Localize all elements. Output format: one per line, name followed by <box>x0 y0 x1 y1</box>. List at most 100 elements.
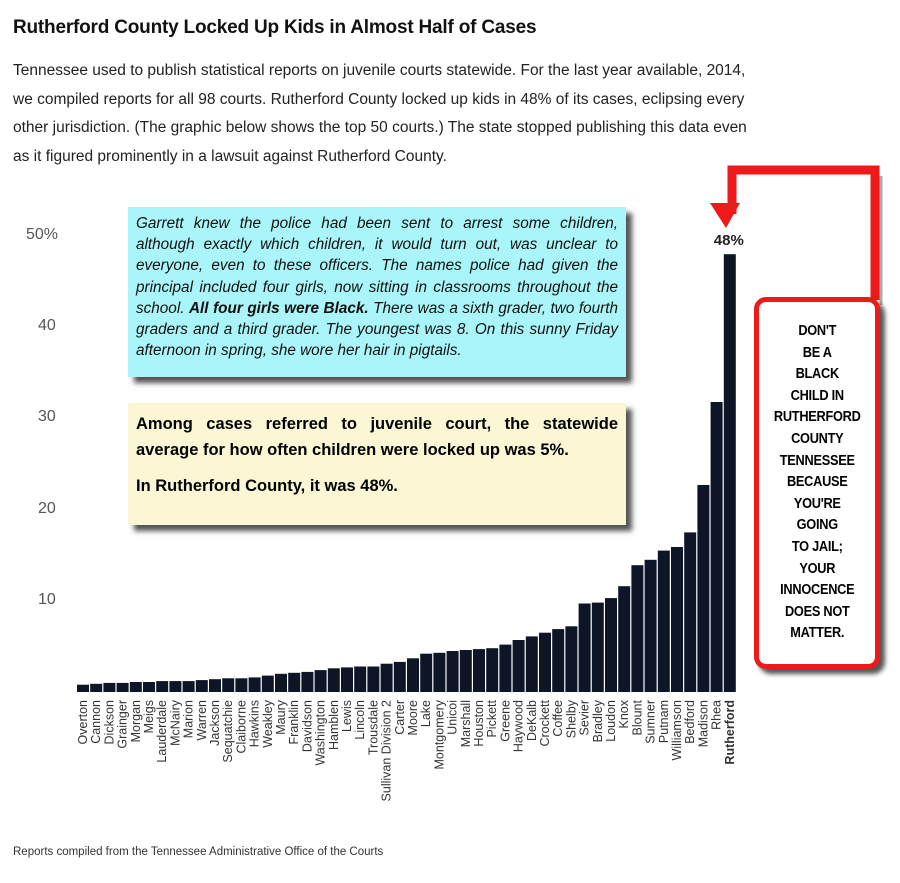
bar-hamblen <box>327 668 340 692</box>
x-tick-label: Coffee <box>551 700 565 737</box>
chart-title: Rutherford County Locked Up Kids in Almo… <box>13 17 537 38</box>
x-tick-label: Marshall <box>459 700 473 747</box>
bar-sullivan-division-2 <box>380 663 393 692</box>
x-tick-label: Moore <box>406 700 420 735</box>
bar-cannon <box>90 683 103 692</box>
x-tick-label: Claiborne <box>234 700 248 754</box>
x-tick-label: Houston <box>472 700 486 747</box>
bar-rhea <box>710 402 723 692</box>
x-tick-label: Dickson <box>102 700 116 745</box>
bar-madison <box>697 485 710 692</box>
x-tick-label: Haywood <box>512 700 526 752</box>
x-tick-label: Cannon <box>89 700 103 744</box>
stat-line-average: Among cases referred to juvenile court, … <box>136 415 618 459</box>
bar-lincoln <box>354 666 367 692</box>
bar-annotation: 48% <box>714 232 744 249</box>
quote-text-end: There was a sixth grader, two fourth gra… <box>136 299 618 360</box>
x-tick-label: Warren <box>195 700 209 741</box>
bar-weakley <box>261 675 274 692</box>
bar-unicoi <box>446 651 459 692</box>
bar-bedford <box>684 532 697 692</box>
x-tick-label: DeKalb <box>525 700 539 741</box>
bar-bradley <box>591 602 604 692</box>
x-tick-label: Meigs <box>142 700 156 733</box>
x-tick-label: Overton <box>76 700 90 745</box>
x-tick-label: Washington <box>314 700 328 766</box>
bar-warren <box>195 680 208 692</box>
x-tick-label: Maury <box>274 699 288 734</box>
x-tick-label: Weakley <box>261 699 275 747</box>
bar-trousdale <box>367 666 380 692</box>
quote-bold-text: All four girls were Black. <box>189 299 369 317</box>
bar-overton <box>77 684 89 692</box>
x-tick-label: Montgomery <box>432 699 446 769</box>
x-tick-label: Carter <box>393 700 407 735</box>
bar-lauderdale <box>156 681 169 692</box>
x-tick-label: Lewis <box>340 700 354 732</box>
x-tick-label: Putnam <box>657 700 671 743</box>
x-tick-label: Greene <box>498 700 512 742</box>
y-tick-label: 40 <box>38 317 56 334</box>
x-tick-label: Shelby <box>564 699 578 738</box>
bar-dickson <box>103 682 116 692</box>
x-tick-label: Madison <box>696 700 710 747</box>
y-tick-label: 10 <box>38 591 56 608</box>
x-tick-label: Sevier <box>578 700 592 735</box>
x-tick-label: Rhea <box>710 700 724 730</box>
x-tick-label: Trousdale <box>366 700 380 755</box>
bar-houston <box>473 649 485 692</box>
x-tick-label: Bedford <box>683 700 697 744</box>
stat-line-rutherford: In Rutherford County, it was 48%. <box>136 477 398 495</box>
x-tick-label: Lincoln <box>353 700 367 740</box>
x-tick-label: Sequatchie <box>221 700 235 763</box>
bar-mcnairy <box>169 681 182 692</box>
x-tick-label: Pickett <box>485 699 499 737</box>
bar-moore <box>407 658 419 692</box>
bar-morgan <box>129 682 142 692</box>
bar-williamson <box>671 547 683 692</box>
warning-text: DON'T BE A BLACK CHILD IN RUTHERFORD COU… <box>773 323 861 642</box>
bar-franklin <box>288 672 301 692</box>
x-tick-label: Morgan <box>129 700 143 742</box>
bar-greene <box>499 644 512 692</box>
bar-davidson <box>301 671 314 692</box>
x-tick-label: McNairy <box>168 699 182 746</box>
y-tick-label: 20 <box>38 500 56 517</box>
x-tick-label: Blount <box>630 699 644 735</box>
bar-hawkins <box>248 677 261 692</box>
x-tick-label: Davidson <box>300 700 314 752</box>
quote-box: Garrett knew the police had been sent to… <box>128 207 626 377</box>
x-tick-label: Loudon <box>604 700 618 742</box>
x-tick-label: Knox <box>617 699 631 728</box>
arrow-connector <box>710 165 883 305</box>
x-tick-label: Lauderdale <box>155 700 169 763</box>
bar-grainger <box>116 682 129 692</box>
bar-shelby <box>565 626 578 692</box>
bar-crockett <box>539 632 551 692</box>
x-tick-label: Unicoi <box>446 700 460 735</box>
x-tick-label: Sullivan Division 2 <box>380 700 394 801</box>
bar-marion <box>182 681 195 692</box>
x-tick-label: Lake <box>419 700 433 727</box>
x-axis-labels: Overton Cannon Dickson Grainger Morgan Meigs L… <box>76 699 737 801</box>
bar-meigs <box>143 682 155 692</box>
bar-rutherford <box>723 254 736 692</box>
bar-putnam <box>657 550 670 692</box>
warning-box: DON'T BE A BLACK CHILD IN RUTHERFORD COU… <box>754 297 880 669</box>
x-tick-label: Crockett <box>538 699 552 746</box>
x-tick-label: Rutherford <box>723 700 737 765</box>
bar-blount <box>631 565 644 692</box>
bar-sevier <box>578 603 591 692</box>
x-tick-label: Williamson <box>670 700 684 760</box>
intro-paragraph: Tennessee used to publish statistical re… <box>13 62 747 165</box>
x-tick-label: Sumner <box>644 700 658 744</box>
x-tick-label: Franklin <box>287 700 301 745</box>
x-tick-label: Grainger <box>116 700 130 749</box>
x-tick-label: Hawkins <box>248 700 262 747</box>
bar-sequatchie <box>222 678 235 692</box>
bar-coffee <box>552 629 565 692</box>
bar-lewis <box>341 667 353 692</box>
quote-text: Garrett knew the police had been sent to… <box>136 215 618 317</box>
source-note: Reports compiled from the Tennessee Admi… <box>13 846 384 858</box>
